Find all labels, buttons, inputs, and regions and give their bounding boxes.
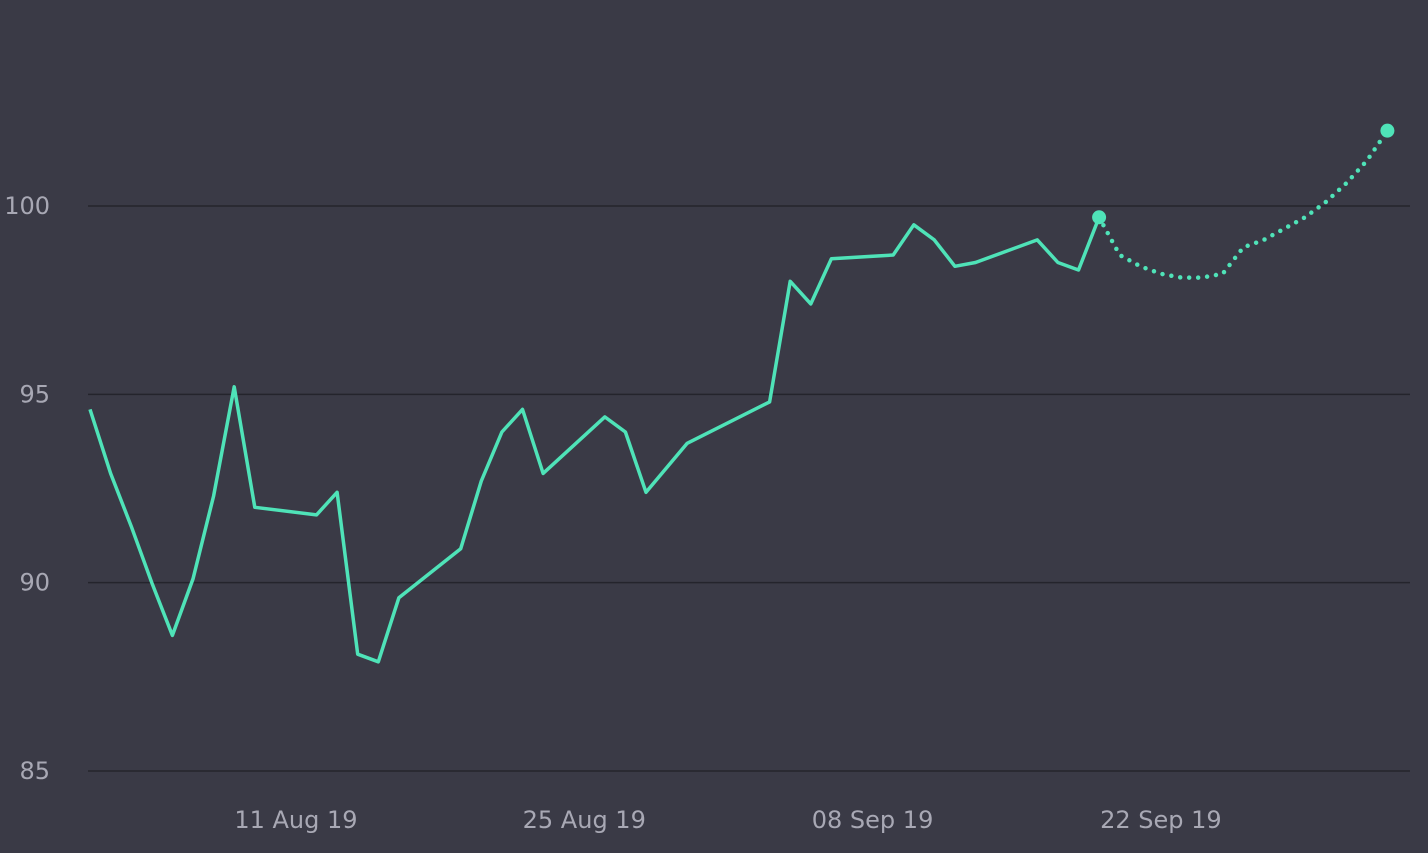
marker-layer	[1092, 123, 1395, 225]
x-axis-ticks: 11 Aug 19 25 Aug 19 08 Sep 19 22 Sep 19	[234, 806, 1221, 834]
y-tick-label: 85	[19, 757, 50, 785]
x-tick-label: 11 Aug 19	[234, 806, 357, 834]
last-actual-point	[1092, 210, 1107, 225]
y-axis-ticks: 85 90 95 100	[4, 192, 50, 785]
y-tick-label: 90	[19, 569, 50, 597]
forecast-end-point	[1380, 123, 1395, 138]
history-line	[88, 216, 1101, 664]
forecast-line	[1096, 128, 1390, 280]
y-tick-label: 95	[19, 380, 50, 408]
series-layer	[88, 128, 1390, 664]
grid-layer	[88, 205, 1410, 772]
y-tick-label: 100	[4, 192, 50, 220]
x-tick-label: 22 Sep 19	[1100, 806, 1222, 834]
x-tick-label: 08 Sep 19	[812, 806, 934, 834]
x-tick-label: 25 Aug 19	[523, 806, 646, 834]
